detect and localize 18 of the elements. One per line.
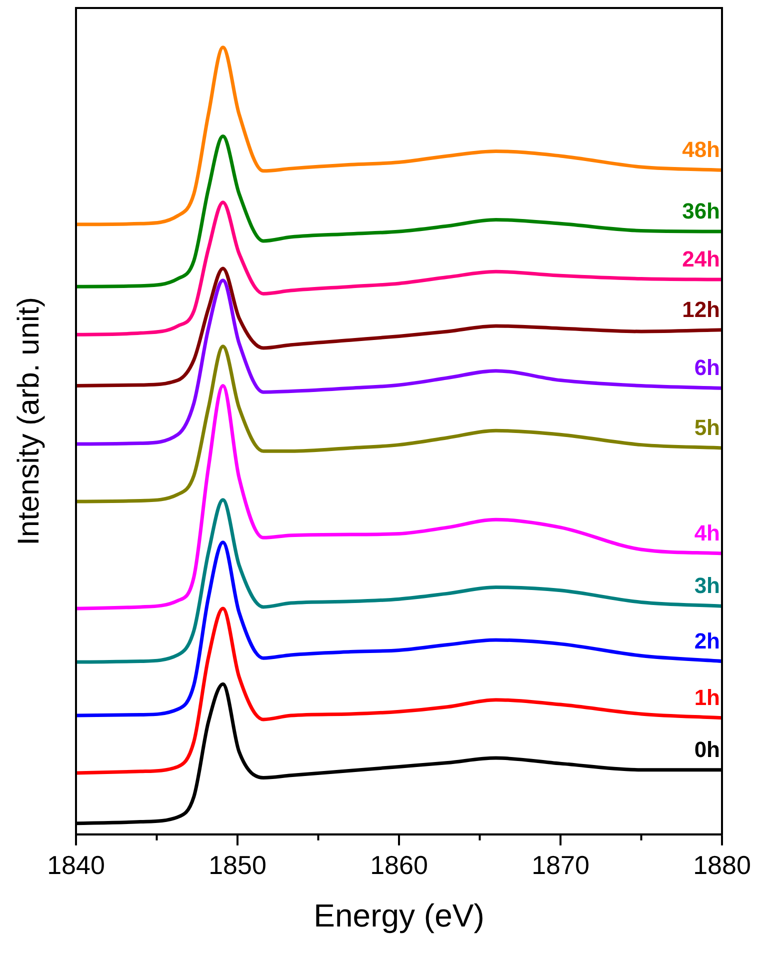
series-label: 5h — [694, 415, 720, 440]
x-tick-label: 1880 — [693, 850, 751, 880]
x-tick-label: 1860 — [370, 850, 428, 880]
series-label: 4h — [694, 520, 720, 546]
x-tick-label: 1850 — [208, 850, 266, 880]
x-axis-title: Energy (eV) — [314, 898, 484, 934]
series-label: 2h — [694, 628, 720, 654]
series-label: 0h — [694, 736, 720, 762]
series-label: 6h — [694, 355, 720, 380]
y-axis-title: Intensity (arb. unit) — [12, 296, 46, 546]
series-label: 12h — [682, 296, 720, 322]
x-tick-label: 1840 — [47, 850, 105, 880]
series-label: 1h — [694, 684, 720, 710]
series-label: 36h — [682, 198, 720, 224]
series-label: 48h — [682, 137, 720, 162]
x-tick-label: 1870 — [532, 850, 590, 880]
series-label: 24h — [682, 246, 720, 272]
series-label: 3h — [694, 573, 720, 598]
